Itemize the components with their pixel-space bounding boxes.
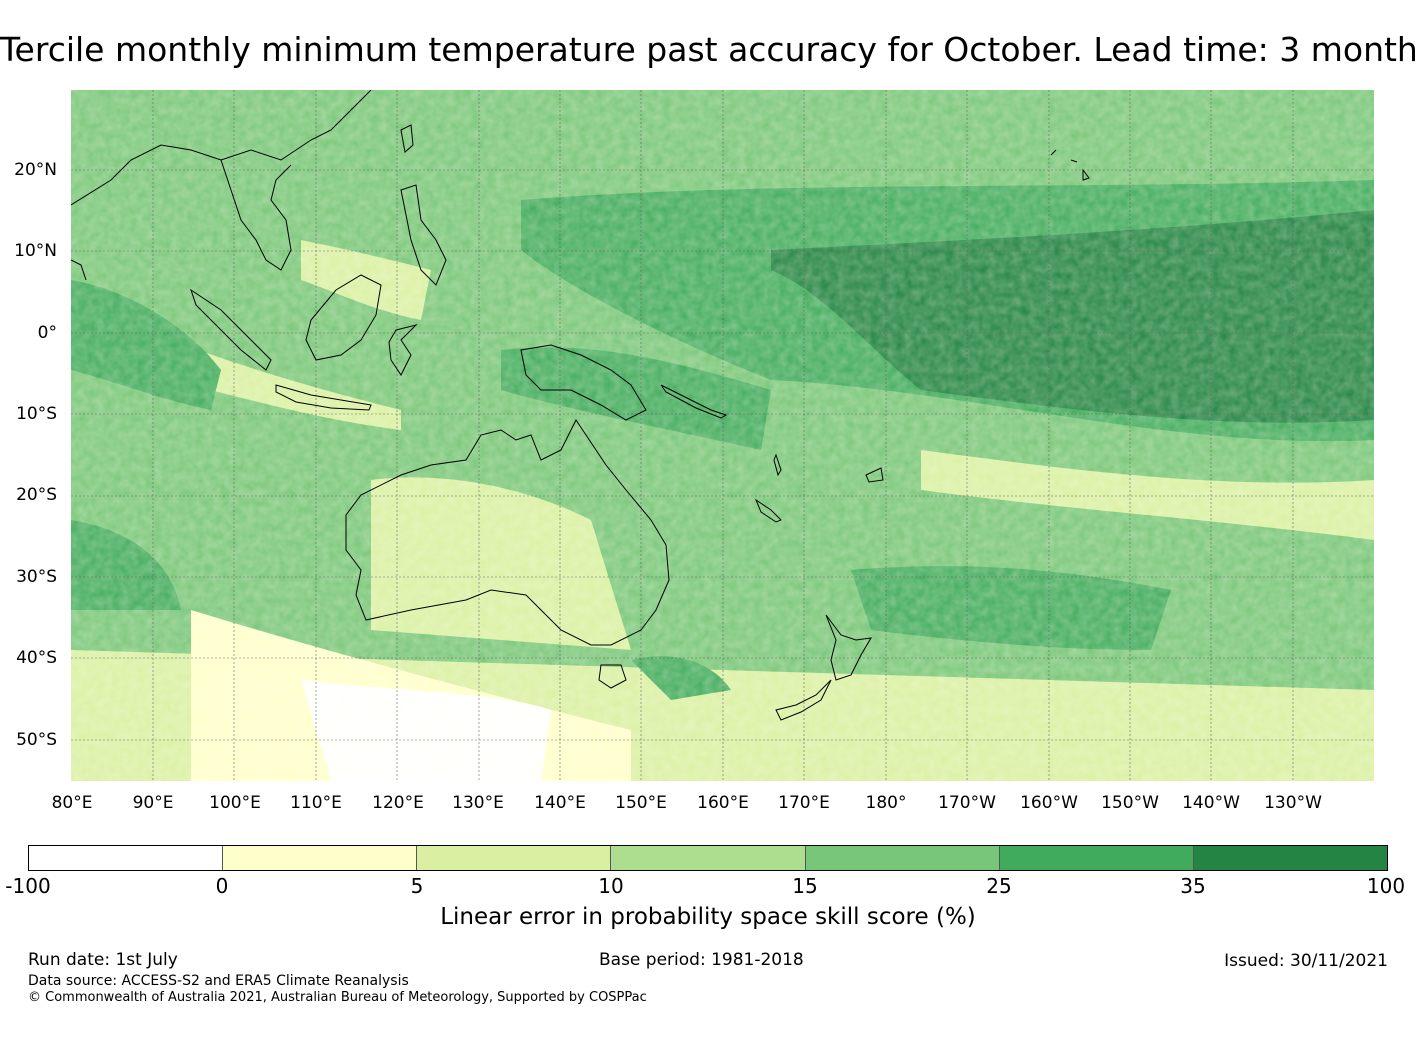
lat-label-50s: 50°S: [16, 730, 57, 750]
lat-label-20s: 20°S: [16, 485, 57, 505]
lat-label-10s: 10°S: [16, 404, 57, 424]
colorbar-segment: [29, 846, 224, 870]
australia-outline: [345, 419, 670, 646]
colorbar-tick: 25: [986, 874, 1012, 898]
colorbar-tick: 5: [410, 874, 424, 898]
copyright: © Commonwealth of Australia 2021, Austra…: [28, 990, 647, 1005]
new-zealand-north-outline: [825, 614, 872, 681]
lon-label-170w: 170°W: [938, 793, 996, 813]
lat-label-20n: 20°N: [14, 160, 57, 180]
colorbar-label: Linear error in probability space skill …: [440, 904, 976, 930]
colorbar-segment: [611, 846, 806, 870]
lon-label-160e: 160°E: [697, 793, 749, 813]
colorbar-segment: [999, 846, 1194, 870]
hawaii-outline: [1050, 149, 1090, 181]
lon-label-90e: 90°E: [132, 793, 174, 813]
lon-label-150w: 150°W: [1101, 793, 1159, 813]
colorbar-tick: 100: [1366, 874, 1406, 898]
lon-label-120e: 120°E: [372, 793, 424, 813]
lat-label-30s: 30°S: [16, 567, 57, 587]
map-title: Tercile monthly minimum temperature past…: [0, 30, 1416, 69]
run-date: Run date: 1st July: [28, 950, 178, 970]
lon-label-160w: 160°W: [1020, 793, 1078, 813]
colorbar-tick: -100: [5, 874, 51, 898]
lat-label-40s: 40°S: [16, 648, 57, 668]
lon-label-130w: 130°W: [1264, 793, 1322, 813]
tasmania-outline: [598, 664, 627, 689]
lon-label-140w: 140°W: [1182, 793, 1240, 813]
sumatra-outline: [190, 288, 272, 371]
fiji-outline: [865, 467, 884, 483]
data-source: Data source: ACCESS-S2 and ERA5 Climate …: [28, 973, 409, 989]
new-caledonia-outline: [754, 498, 782, 523]
lat-label-10n: 10°N: [14, 241, 57, 261]
colorbar-tick: 15: [792, 874, 818, 898]
lat-label-0: 0°: [37, 323, 57, 343]
lon-label-170e: 170°E: [778, 793, 830, 813]
colorbar-tick: 0: [215, 874, 229, 898]
new-zealand-south-outline: [775, 679, 832, 721]
lon-label-100e: 100°E: [209, 793, 261, 813]
colorbar-segment: [223, 846, 418, 870]
java-outline: [275, 384, 372, 411]
new-guinea-outline: [520, 344, 647, 421]
colorbar-segment: [1193, 846, 1387, 870]
philippines-outline: [400, 184, 447, 286]
skill-score-map: [71, 90, 1374, 781]
colorbar-segment: [805, 846, 1000, 870]
lon-label-130e: 130°E: [452, 793, 504, 813]
lon-label-180: 180°: [865, 793, 907, 813]
asia-mainland-outline: [71, 90, 372, 281]
colorbar-tick: 10: [598, 874, 624, 898]
lon-label-150e: 150°E: [615, 793, 667, 813]
lon-label-110e: 110°E: [290, 793, 342, 813]
vanuatu-outline: [773, 453, 782, 477]
lon-label-140e: 140°E: [534, 793, 586, 813]
colorbar-tick: 35: [1180, 874, 1206, 898]
base-period: Base period: 1981-2018: [599, 950, 804, 970]
lon-label-80e: 80°E: [51, 793, 93, 813]
coastlines: [71, 90, 1090, 721]
sulawesi-outline: [388, 324, 418, 376]
graticule: [71, 90, 1374, 781]
borneo-outline: [305, 274, 382, 361]
solomon-islands-outline: [660, 384, 728, 419]
colorbar: [28, 845, 1388, 871]
issued-date: Issued: 30/11/2021: [1224, 951, 1388, 971]
colorbar-segment: [417, 846, 612, 870]
taiwan-outline: [400, 124, 414, 153]
pixel-texture: [71, 90, 1374, 781]
